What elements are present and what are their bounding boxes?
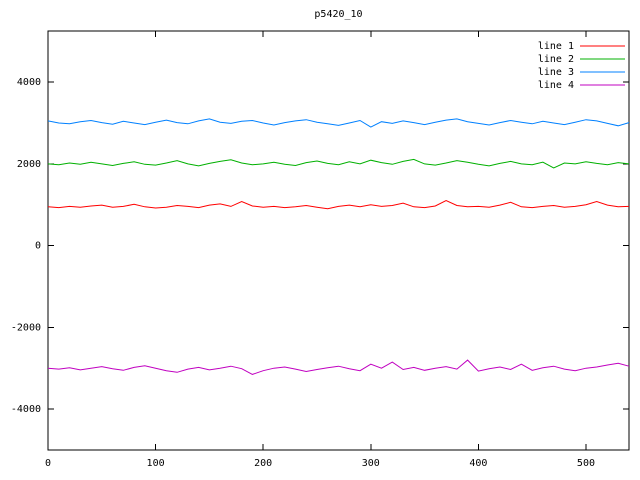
y-axis-ticks: -4000 -2000 0 2000 4000 [11, 77, 629, 415]
y-tick-label: 4000 [17, 77, 41, 88]
series-line-2 [47, 158, 630, 169]
legend-label: line 2 [538, 54, 574, 65]
x-tick-label: 0 [45, 458, 51, 469]
x-tick-label: 400 [469, 458, 487, 469]
x-tick-label: 300 [362, 458, 380, 469]
x-tick-label: 200 [254, 458, 272, 469]
legend: line 1 line 2 line 3 line 4 [538, 41, 625, 91]
x-axis-ticks: 0 100 200 300 400 500 [45, 31, 595, 469]
legend-label: line 3 [538, 67, 574, 78]
legend-label: line 4 [538, 80, 574, 91]
legend-label: line 1 [538, 41, 574, 52]
series-line-1 [47, 200, 630, 210]
x-tick-label: 100 [147, 458, 165, 469]
y-tick-label: 0 [35, 241, 41, 252]
x-tick-label: 500 [577, 458, 595, 469]
y-tick-label: -2000 [11, 322, 41, 333]
series-line-3 [47, 118, 630, 128]
plot-border [47, 30, 630, 451]
series-line-4 [47, 359, 630, 375]
chart-title: p5420_10 [314, 9, 362, 20]
y-tick-label: 2000 [17, 159, 41, 170]
y-tick-label: -4000 [11, 404, 41, 415]
